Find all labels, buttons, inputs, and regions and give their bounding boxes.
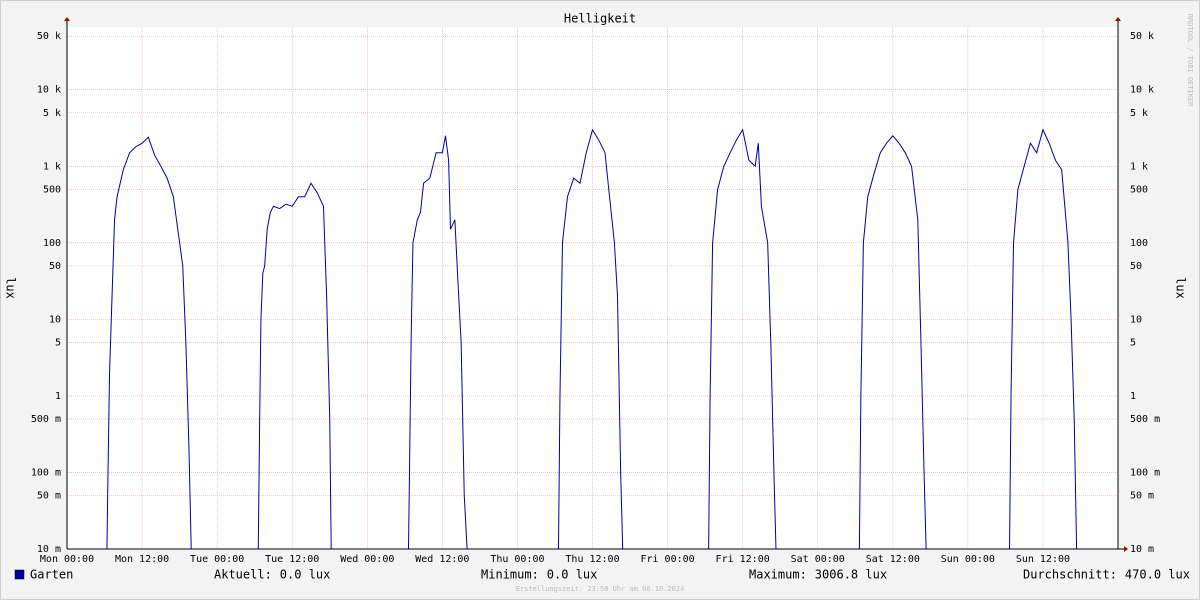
y-tick-label: 100 m xyxy=(31,467,61,478)
x-tick-label: Wed 12:00 xyxy=(415,554,469,565)
watermark: RRDTOOL / TOBI OETIKER xyxy=(1186,14,1194,108)
y2-tick-label: 10 k xyxy=(1130,85,1154,96)
y-tick-label: 10 m xyxy=(37,544,61,555)
stat-value: 0.0 lux xyxy=(280,568,331,582)
x-tick-label: Fri 00:00 xyxy=(640,554,694,565)
x-tick-label: Thu 00:00 xyxy=(490,554,544,565)
y-tick-label: 5 xyxy=(55,337,61,348)
y2-tick-label: 100 m xyxy=(1130,467,1160,478)
y2-tick-label: 1 k xyxy=(1130,161,1148,172)
x-tick-label: Mon 12:00 xyxy=(115,554,169,565)
y2-tick-label: 1 xyxy=(1130,391,1136,402)
y2-tick-label: 500 xyxy=(1130,184,1148,195)
x-tick-label: Sat 00:00 xyxy=(791,554,845,565)
y2-tick-label: 50 m xyxy=(1130,490,1154,501)
axis-arrow xyxy=(64,17,70,21)
stat-value: 470.0 lux xyxy=(1125,568,1190,582)
y-tick-label: 50 k xyxy=(37,31,61,42)
x-tick-label: Sun 00:00 xyxy=(941,554,995,565)
y-tick-label: 500 xyxy=(43,184,61,195)
stat-value: 3006.8 lux xyxy=(815,568,887,582)
y2-tick-label: 100 xyxy=(1130,238,1148,249)
y-tick-label: 10 xyxy=(49,314,61,325)
y-tick-label: 10 k xyxy=(37,85,61,96)
y-axis-label: lux xyxy=(4,277,18,299)
y2-tick-label: 500 m xyxy=(1130,414,1160,425)
x-tick-label: Fri 12:00 xyxy=(716,554,770,565)
y-tick-label: 50 xyxy=(49,261,61,272)
data-line xyxy=(106,128,1078,549)
y-tick-label: 100 xyxy=(43,238,61,249)
x-tick-label: Mon 00:00 xyxy=(40,554,94,565)
y-tick-label: 500 m xyxy=(31,414,61,425)
y2-tick-label: 5 k xyxy=(1130,108,1148,119)
stat-label: Aktuell: xyxy=(214,568,272,582)
chart-title: Helligkeit xyxy=(564,12,636,26)
x-tick-label: Sat 12:00 xyxy=(866,554,920,565)
y-tick-label: 50 m xyxy=(37,490,61,501)
axis-arrow xyxy=(1115,17,1121,21)
y2-tick-label: 50 k xyxy=(1130,31,1154,42)
x-tick-label: Thu 12:00 xyxy=(565,554,619,565)
stat-label: Minimum: xyxy=(481,568,539,582)
y-tick-label: 5 k xyxy=(43,108,61,119)
x-tick-label: Wed 00:00 xyxy=(340,554,394,565)
y-tick-label: 1 k xyxy=(43,161,61,172)
legend-swatch xyxy=(14,569,25,580)
footer: Erstellungszeit: 23:58 Uhr am 06.10.2024 xyxy=(516,585,685,593)
y-tick-label: 1 xyxy=(55,391,61,402)
legend-label: Garten xyxy=(30,568,73,582)
y2-tick-label: 5 xyxy=(1130,337,1136,348)
axis-arrow xyxy=(1124,546,1128,552)
x-tick-label: Tue 00:00 xyxy=(190,554,244,565)
y2-tick-label: 10 xyxy=(1130,314,1142,325)
stat-label: Durchschnitt: xyxy=(1023,568,1117,582)
y2-tick-label: 10 m xyxy=(1130,544,1154,555)
x-tick-label: Sun 12:00 xyxy=(1016,554,1070,565)
y2-tick-label: 50 xyxy=(1130,261,1142,272)
stat-value: 0.0 lux xyxy=(547,568,598,582)
stat-label: Maximum: xyxy=(749,568,807,582)
x-tick-label: Tue 12:00 xyxy=(265,554,319,565)
y2-axis-label: lux xyxy=(1174,277,1188,299)
